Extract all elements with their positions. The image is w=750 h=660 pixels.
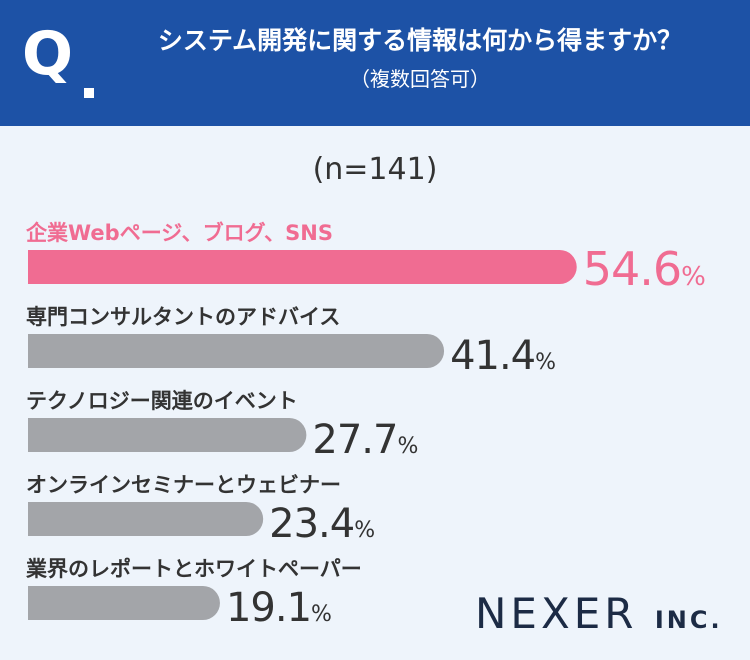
category-label: テクノロジー関連のイベント [26, 389, 298, 413]
value-unit: % [354, 518, 374, 543]
bar-left-cap [28, 334, 62, 368]
value-number: 19.1 [226, 585, 311, 631]
sample-size: (n=141) [312, 152, 438, 187]
bar-left-cap [28, 586, 62, 620]
category-label: 企業Webページ、ブログ、SNS [25, 221, 333, 245]
bar [28, 418, 307, 452]
value-label: 23.4% [269, 501, 374, 547]
brand-name: NEXER [475, 589, 638, 638]
value-label: 41.4% [450, 333, 555, 379]
value-label: 54.6% [583, 242, 705, 296]
bar-left-cap [28, 418, 62, 452]
q-dot [84, 88, 94, 98]
nexer-logo: NEXER INC. [475, 590, 723, 644]
question-header: Q システム開発に関する情報は何から得ますか？ （複数回答可） [0, 0, 750, 126]
value-unit: % [681, 262, 705, 292]
value-unit: % [397, 434, 417, 459]
bar [28, 250, 577, 284]
category-label: オンラインセミナーとウェビナー [26, 473, 341, 497]
value-unit: % [535, 350, 555, 375]
category-label: 業界のレポートとホワイトペーパー [26, 557, 362, 581]
value-number: 54.6 [583, 242, 681, 296]
brand-suffix: INC. [654, 606, 723, 634]
value-unit: % [311, 602, 331, 627]
bar [28, 334, 445, 368]
question-title: システム開発に関する情報は何から得ますか？ [157, 26, 683, 55]
value-number: 41.4 [450, 333, 535, 379]
q-label: Q [22, 19, 74, 89]
value-number: 23.4 [269, 501, 354, 547]
bar [28, 586, 220, 620]
value-label: 27.7% [312, 417, 417, 463]
value-label: 19.1% [226, 585, 331, 631]
bar [28, 502, 264, 536]
question-note: （複数回答可） [350, 67, 490, 91]
value-number: 27.7 [312, 417, 397, 463]
bar-left-cap [28, 502, 62, 536]
bar-left-cap [28, 250, 62, 284]
category-label: 専門コンサルタントのアドバイス [26, 305, 340, 329]
